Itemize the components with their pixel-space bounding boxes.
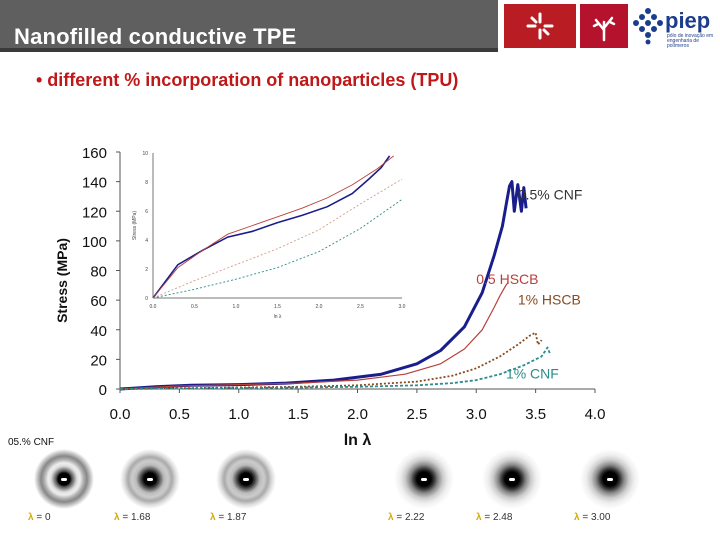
inset-x-tick-label: 1.0 bbox=[233, 304, 240, 310]
inset-y-tick-label: 0 bbox=[145, 296, 148, 302]
saxs-pattern-image bbox=[482, 449, 542, 509]
series-line bbox=[119, 281, 509, 390]
inset-y-tick-label: 10 bbox=[142, 151, 148, 157]
series-annotation: 1% CNF bbox=[506, 366, 559, 382]
inset-y-tick-label: 6 bbox=[145, 209, 148, 215]
saxs-pattern-image bbox=[394, 449, 454, 509]
beam-stop bbox=[607, 478, 613, 481]
lambda-symbol: λ bbox=[28, 512, 37, 523]
saxs-pattern-image bbox=[34, 449, 94, 509]
logo-tree-icon bbox=[580, 4, 628, 48]
series-line bbox=[119, 180, 528, 391]
x-axis-label: ln λ bbox=[344, 432, 372, 449]
beam-stop bbox=[61, 478, 67, 481]
bullet-text: • different % incorporation of nanoparti… bbox=[36, 70, 459, 90]
lambda-label: λ = 2.48 bbox=[476, 512, 512, 523]
lambda-label: λ = 1.68 bbox=[114, 512, 150, 523]
lambda-value: = 0 bbox=[36, 512, 51, 523]
x-tick-label: 3.0 bbox=[466, 406, 487, 423]
y-tick-label: 0 bbox=[99, 382, 107, 399]
x-tick-label: 0.5 bbox=[169, 406, 190, 423]
piep-logo-subtitle: pólo de inovação em engenharia de políme… bbox=[667, 33, 714, 49]
beam-stop bbox=[243, 478, 249, 481]
saxs-pattern-image bbox=[580, 449, 640, 509]
lambda-label: λ = 1.87 bbox=[210, 512, 246, 523]
inset-y-tick-label: 2 bbox=[145, 267, 148, 273]
logo-asterisk-icon bbox=[504, 4, 576, 48]
lambda-symbol: λ bbox=[210, 512, 219, 523]
inset-series-line bbox=[152, 199, 403, 299]
inset-x-tick-label: 1.5 bbox=[274, 304, 281, 310]
series-annotation: 1% HSCB bbox=[518, 292, 581, 308]
chart-annotations: 0.5% CNF 0.5 HSCB 1% HSCB 1% CNF bbox=[476, 186, 582, 381]
inset-x-tick-label: 0.5 bbox=[191, 304, 198, 310]
inset-x-tick-label: 0.0 bbox=[150, 304, 157, 310]
y-axis-label: Stress (MPa) bbox=[54, 238, 70, 323]
y-tick-label: 60 bbox=[90, 293, 107, 310]
piep-logo-text: piep bbox=[665, 8, 711, 33]
title-underline bbox=[0, 48, 498, 52]
x-tick-label: 1.5 bbox=[288, 406, 309, 423]
series-annotation: 0.5% CNF bbox=[518, 186, 583, 202]
beam-stop bbox=[147, 478, 153, 481]
lambda-value: = 2.22 bbox=[396, 512, 425, 523]
y-tick-label: 80 bbox=[90, 264, 107, 281]
inset-y-tick-label: 8 bbox=[145, 180, 148, 186]
lambda-label: λ = 3.00 bbox=[574, 512, 610, 523]
saxs-pattern-image bbox=[216, 449, 276, 509]
series-annotation: 0.5 HSCB bbox=[476, 271, 538, 287]
inset-y-tick-label: 4 bbox=[145, 238, 148, 244]
inset-chart: 0 2 4 6 8 10 0.0 0.5 1.0 1.5 2.0 2.5 3.0 ln λ Stress (… bbox=[132, 151, 406, 320]
lambda-symbol: λ bbox=[114, 512, 123, 523]
x-tick-label: 0.0 bbox=[110, 406, 131, 423]
inset-x-tick-label: 2.0 bbox=[316, 304, 323, 310]
y-tick-label: 100 bbox=[82, 234, 107, 251]
inset-series-line bbox=[152, 155, 394, 299]
lambda-value: = 3.00 bbox=[582, 512, 611, 523]
inset-x-tick-label: 2.5 bbox=[357, 304, 364, 310]
lambda-label: λ = 2.22 bbox=[388, 512, 424, 523]
lambda-symbol: λ bbox=[388, 512, 397, 523]
inset-series-line bbox=[152, 178, 403, 299]
x-tick-label: 1.0 bbox=[228, 406, 249, 423]
y-tick-label: 20 bbox=[90, 352, 107, 369]
y-tick-label: 40 bbox=[90, 323, 107, 340]
sample-label: 05.% CNF bbox=[8, 437, 55, 448]
lambda-symbol: λ bbox=[476, 512, 485, 523]
lambda-label: λ = 0 bbox=[28, 512, 51, 523]
lambda-value: = 1.68 bbox=[122, 512, 151, 523]
y-tick-label: 160 bbox=[82, 145, 107, 162]
x-tick-label: 3.5 bbox=[525, 406, 546, 423]
beam-stop bbox=[509, 478, 515, 481]
chart-series bbox=[119, 180, 551, 391]
lambda-symbol: λ bbox=[574, 512, 583, 523]
x-tick-label: 4.0 bbox=[585, 406, 606, 423]
lambda-value: = 1.87 bbox=[218, 512, 247, 523]
title-bar bbox=[0, 0, 498, 52]
y-tick-label: 140 bbox=[82, 175, 107, 192]
x-tick-label: 2.0 bbox=[347, 406, 368, 423]
inset-y-axis-label: Stress (MPa) bbox=[132, 211, 138, 241]
series-line bbox=[119, 346, 551, 390]
lambda-value: = 2.48 bbox=[484, 512, 513, 523]
inset-series-line bbox=[152, 155, 391, 299]
y-tick-label: 120 bbox=[82, 204, 107, 221]
piep-dots-icon bbox=[632, 6, 664, 51]
inset-x-axis-label: ln λ bbox=[274, 314, 282, 320]
series-line bbox=[119, 331, 543, 390]
saxs-pattern-image bbox=[120, 449, 180, 509]
x-tick-label: 2.5 bbox=[406, 406, 427, 423]
slide-title: Nanofilled conductive TPE bbox=[14, 24, 297, 49]
inset-x-tick-label: 3.0 bbox=[399, 304, 406, 310]
beam-stop bbox=[421, 478, 427, 481]
